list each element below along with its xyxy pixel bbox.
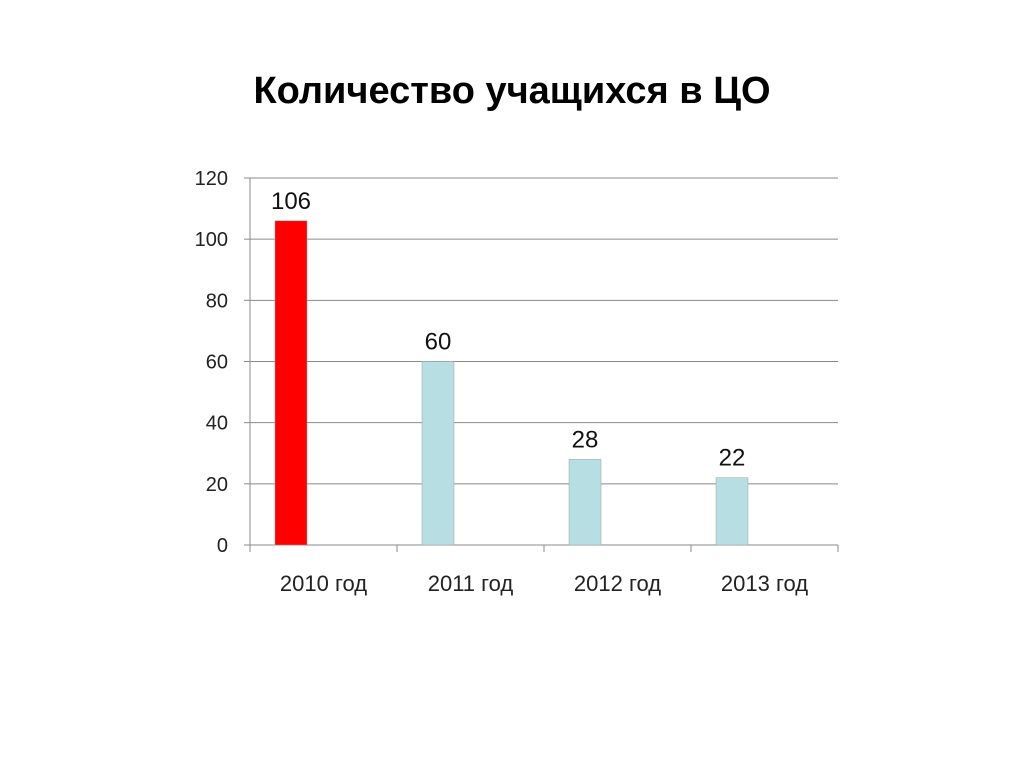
data-label: 60	[425, 329, 452, 356]
y-tick-label: 100	[195, 229, 228, 251]
data-label: 22	[719, 445, 746, 472]
y-tick-label: 60	[206, 352, 228, 374]
bar	[568, 459, 602, 546]
slide-title: Количество учащихся в ЦО	[253, 70, 771, 112]
x-category-label: 2013 год	[721, 571, 808, 596]
bar	[421, 361, 455, 546]
y-tick-label: 20	[206, 474, 228, 496]
data-label: 28	[572, 426, 599, 453]
data-label: 106	[271, 188, 311, 215]
y-tick-label: 40	[206, 413, 228, 435]
x-category-label: 2012 год	[574, 571, 661, 596]
x-category-label: 2010 год	[280, 571, 367, 596]
bar	[274, 220, 308, 546]
bar	[715, 477, 749, 546]
y-tick-label: 80	[206, 290, 228, 312]
y-tick-label: 120	[195, 168, 228, 190]
y-tick-label: 0	[217, 535, 228, 557]
x-category-label: 2011 год	[428, 571, 514, 596]
